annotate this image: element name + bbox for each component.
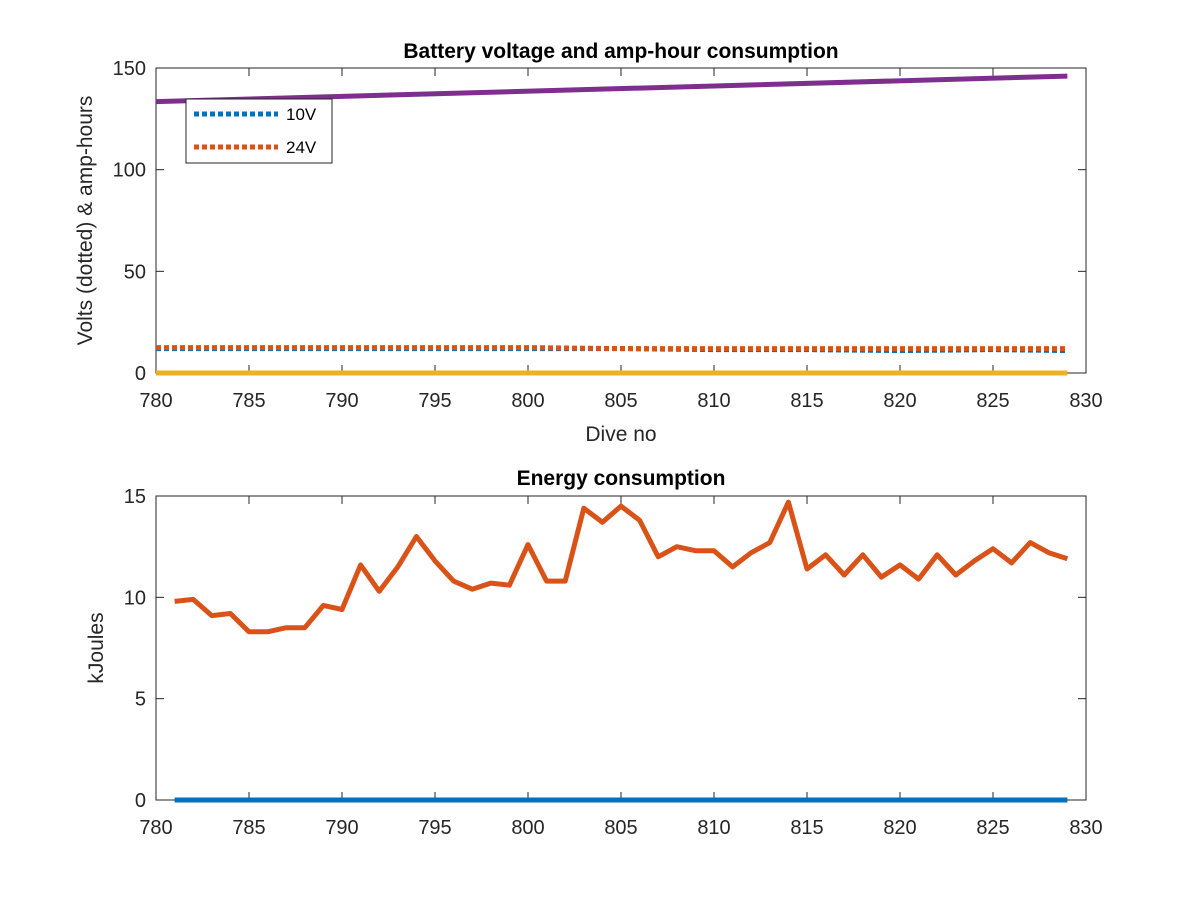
- x-tick-label: 810: [697, 817, 730, 839]
- x-tick-label: 790: [325, 390, 358, 412]
- x-tick-label: 830: [1069, 817, 1102, 839]
- y-tick-label: 10: [124, 587, 146, 609]
- x-tick-label: 830: [1069, 390, 1102, 412]
- x-tick-label: 805: [604, 390, 637, 412]
- x-tick-label: 815: [790, 390, 823, 412]
- y-tick-label: 5: [135, 689, 146, 711]
- y-tick-label: 15: [124, 486, 146, 508]
- x-tick-label: 785: [232, 390, 265, 412]
- x-axis-label: Dive no: [585, 423, 656, 446]
- legend-box: [185, 98, 333, 164]
- y-tick-label: 50: [124, 261, 146, 283]
- y-tick-label: 150: [113, 58, 146, 80]
- series-line-24v: [156, 345, 1068, 352]
- energy-consumption-plot: 780 785 790 795 800 805 810 815 820 825 830 0 5 10 15 E…: [85, 467, 1103, 839]
- chart-title: Energy consumption: [517, 467, 726, 490]
- series-line-1: [174, 499, 1069, 635]
- y-axis-label: Volts (dotted) & amp-hours: [74, 96, 97, 346]
- x-tick-label: 825: [976, 390, 1009, 412]
- x-tick-label: 785: [232, 817, 265, 839]
- x-tick-label: 820: [883, 390, 916, 412]
- x-tick-label: 825: [976, 817, 1009, 839]
- legend-label: 10V: [286, 105, 317, 124]
- x-tick-label: 820: [883, 817, 916, 839]
- x-tick-label: 795: [418, 390, 451, 412]
- series-line-3: [155, 73, 1068, 105]
- x-tick-label: 805: [604, 817, 637, 839]
- x-tick-label: 800: [511, 390, 544, 412]
- x-tick-label: 780: [139, 390, 172, 412]
- y-tick-label: 0: [135, 363, 146, 385]
- legend-label: 24V: [286, 138, 317, 157]
- y-tick-label: 0: [135, 790, 146, 812]
- x-tick-label: 790: [325, 817, 358, 839]
- x-tick-label: 780: [139, 817, 172, 839]
- battery-voltage-plot: 780 785 790 795 800 805 810 815 820 825 830 0 50 100 1…: [74, 40, 1103, 446]
- y-axis-label: kJoules: [85, 612, 108, 683]
- chart-title: Battery voltage and amp-hour consumption: [403, 40, 838, 63]
- x-tick-label: 810: [697, 390, 730, 412]
- x-tick-label: 795: [418, 817, 451, 839]
- x-tick-label: 800: [511, 817, 544, 839]
- y-tick-label: 100: [113, 160, 146, 182]
- x-tick-label: 815: [790, 817, 823, 839]
- legend: 10V 24V: [185, 98, 333, 164]
